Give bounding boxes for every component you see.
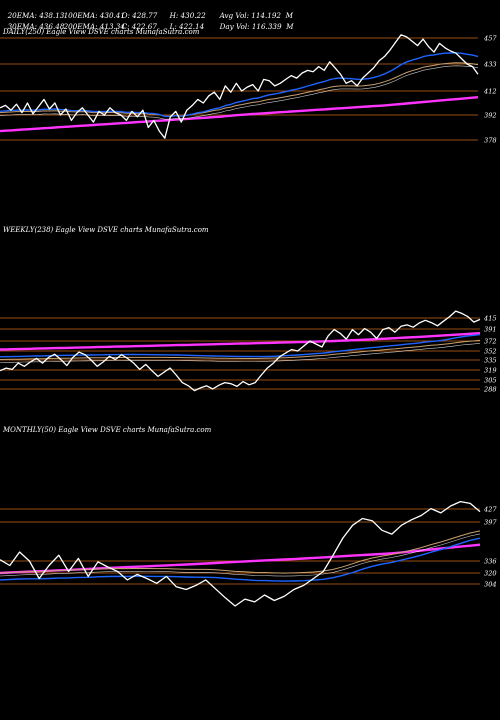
level-label: 288 bbox=[483, 385, 497, 393]
ema200-value: 200EMA: 413.34 bbox=[63, 22, 125, 31]
level-label: 392 bbox=[484, 111, 497, 119]
ema-long-line bbox=[0, 96, 479, 133]
day-vol-value: Day Vol: 116.339 M bbox=[219, 22, 294, 31]
ema-long-line bbox=[0, 332, 481, 351]
monthly-panel-label: MONTHLY(50) Eagle View DSVE charts Munaf… bbox=[3, 426, 212, 434]
ema-secondary-line bbox=[0, 533, 481, 577]
level-label: 304 bbox=[484, 580, 497, 588]
level-label: 319 bbox=[484, 366, 497, 374]
level-label: 378 bbox=[484, 136, 497, 144]
daily-panel-label: DAILY(250) Eagle View DSVE charts Munafa… bbox=[3, 28, 200, 36]
level-label: 397 bbox=[484, 518, 497, 526]
ema-secondary-line bbox=[0, 342, 481, 363]
close-value: C: 422.67 bbox=[121, 22, 157, 31]
ema-fast-line bbox=[0, 333, 481, 358]
ema30-value: 30EMA: 436.48 bbox=[7, 22, 65, 31]
level-label: 412 bbox=[483, 87, 497, 95]
ema-mid-line bbox=[0, 339, 481, 360]
ema-mid-line bbox=[0, 62, 479, 117]
price-line bbox=[0, 500, 481, 607]
chart-panel-2: 427 397 336 320 304 bbox=[0, 500, 497, 607]
level-label: 320 bbox=[484, 569, 497, 577]
ema20-value: 20EMA: 438.13 bbox=[7, 11, 65, 20]
ema-secondary-line bbox=[0, 65, 479, 120]
header-row-2: 30EMA: 436.48200EMA: 413.34C: 422.67 L: 4… bbox=[3, 13, 294, 31]
price-line bbox=[0, 34, 479, 139]
ema-mid-line bbox=[0, 530, 481, 574]
level-label: 415 bbox=[483, 314, 497, 322]
level-label: 427 bbox=[483, 505, 497, 513]
level-label: 352 bbox=[484, 347, 497, 355]
header-row-1: 20EMA: 438.13100EMA: 430.41O: 428.77 H: 4… bbox=[3, 2, 293, 20]
high-value: H: 430.22 bbox=[169, 11, 206, 20]
weekly-panel-label: WEEKLY(238) Eagle View DSVE charts Munaf… bbox=[3, 226, 209, 234]
open-value: O: 428.77 bbox=[121, 11, 158, 20]
level-label: 335 bbox=[484, 356, 497, 364]
ema-fast-line bbox=[0, 52, 479, 118]
level-label: 391 bbox=[484, 325, 497, 333]
level-label: 457 bbox=[483, 34, 497, 42]
level-label: 336 bbox=[484, 557, 497, 565]
ema-fast-line bbox=[0, 537, 481, 582]
avg-vol-value: Avg Vol: 114.192 M bbox=[219, 11, 293, 20]
level-label: 305 bbox=[484, 376, 497, 384]
price-line bbox=[0, 310, 481, 392]
level-label: 372 bbox=[484, 337, 497, 345]
chart-panel-0: 457 433 412 392 378 bbox=[0, 34, 497, 144]
level-label: 433 bbox=[483, 60, 497, 68]
ema100-value: 100EMA: 430.41 bbox=[63, 11, 125, 20]
low-value: L: 422.14 bbox=[169, 22, 205, 31]
